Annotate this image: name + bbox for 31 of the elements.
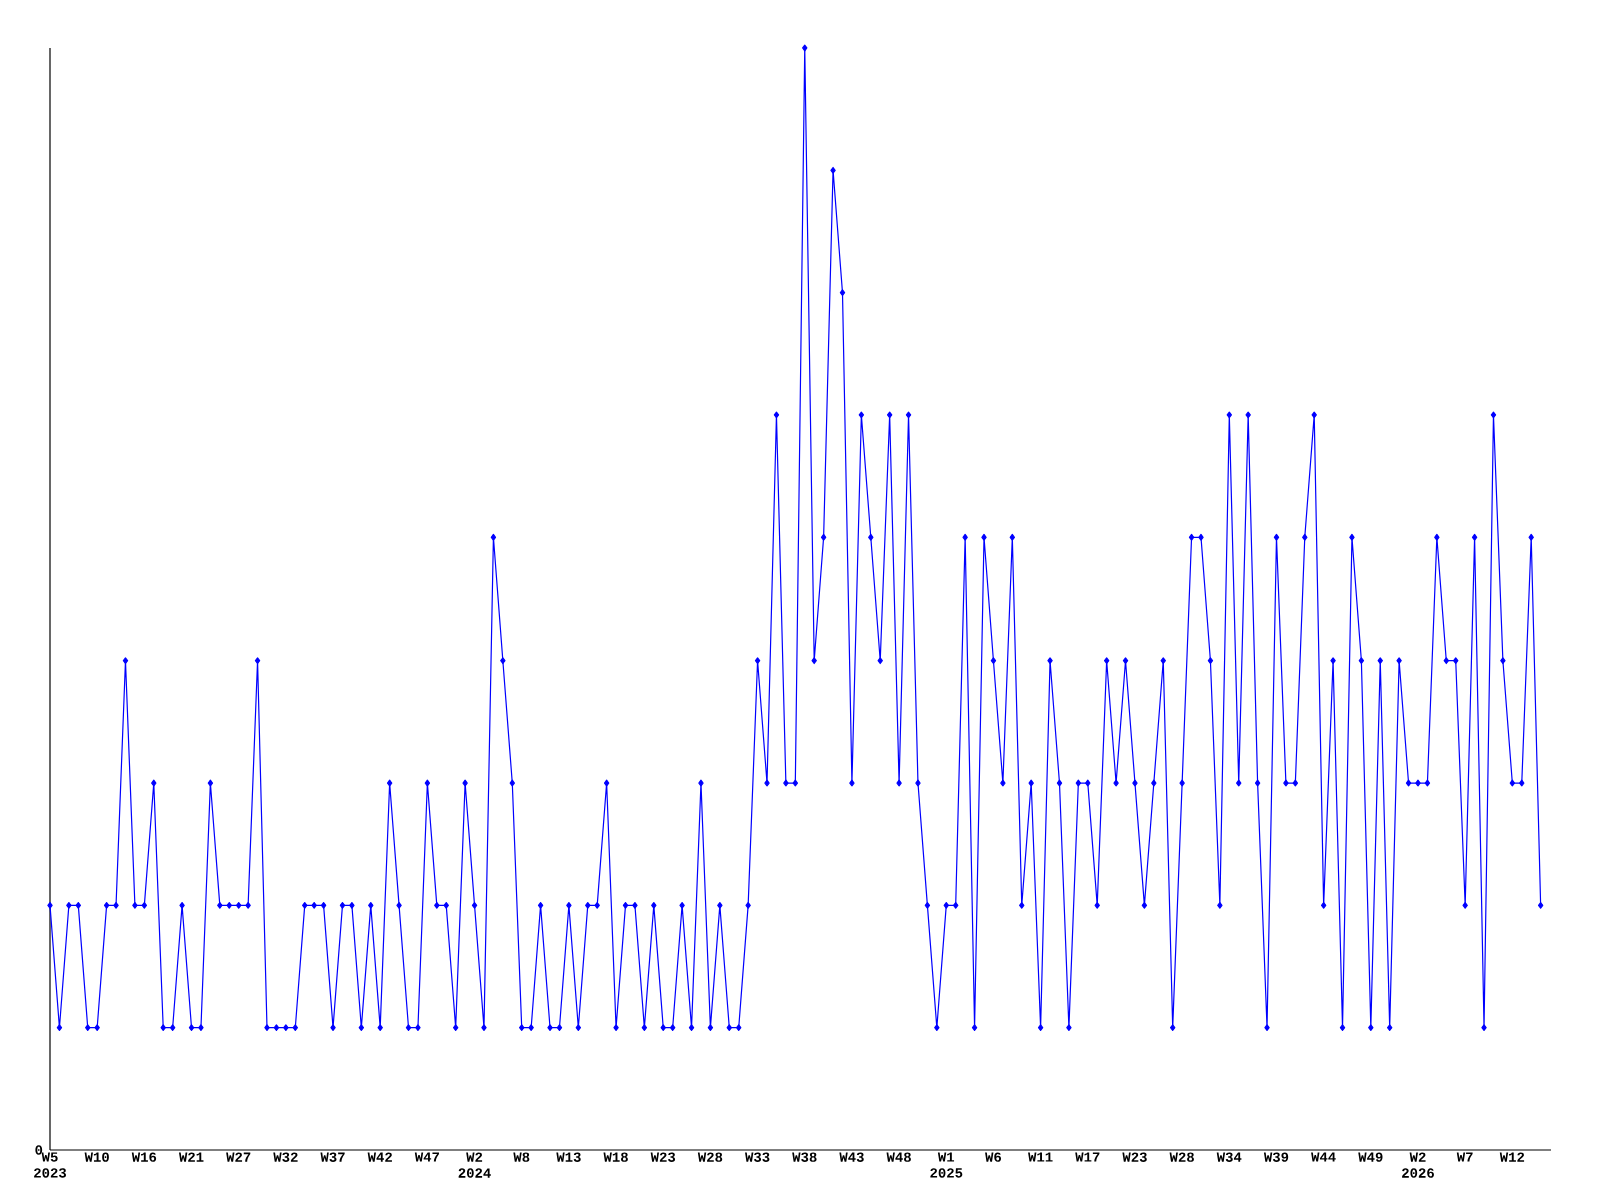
- x-tick-label: W34: [1216, 1152, 1242, 1162]
- x-tick-label: W39: [1263, 1152, 1289, 1162]
- x-tick-label: W43: [839, 1152, 864, 1162]
- x-tick-label: W21: [178, 1152, 204, 1162]
- x-tick-label: W23: [650, 1152, 676, 1162]
- x-tick-label: W13: [556, 1152, 581, 1162]
- x-tick-label: W16: [131, 1152, 157, 1162]
- x-tick-label: W10: [84, 1152, 109, 1162]
- x-tick-label: W2 2026: [1402, 1152, 1434, 1178]
- x-tick-label: W27: [226, 1152, 251, 1162]
- x-tick-label: W28: [697, 1152, 723, 1162]
- x-tick-label: W6: [985, 1152, 1002, 1162]
- x-tick-label: W1 2025: [930, 1152, 963, 1178]
- x-tick-label: W48: [886, 1152, 911, 1162]
- x-tick-label: W38: [792, 1152, 817, 1162]
- x-tick-label: W32: [273, 1152, 298, 1162]
- x-tick-label: W33: [745, 1152, 770, 1162]
- x-tick-label: W8: [513, 1152, 530, 1162]
- x-tick-label: W42: [367, 1152, 392, 1162]
- x-tick-label: W18: [603, 1152, 628, 1162]
- x-tick-label: W11: [1028, 1152, 1053, 1162]
- x-tick-label: W17: [1075, 1152, 1100, 1162]
- x-tick-label: W37: [320, 1152, 345, 1162]
- x-tick-label: W7: [1456, 1152, 1473, 1162]
- x-tick-label: W47: [414, 1152, 439, 1162]
- x-tick-label: W2 2024: [458, 1152, 491, 1178]
- x-tick-label: W12: [1499, 1152, 1525, 1162]
- x-tick-label: W28: [1169, 1152, 1194, 1162]
- x-tick-label: W49: [1358, 1152, 1383, 1162]
- x-tick-label: W44: [1311, 1152, 1336, 1162]
- x-tick-label: W23: [1122, 1152, 1147, 1162]
